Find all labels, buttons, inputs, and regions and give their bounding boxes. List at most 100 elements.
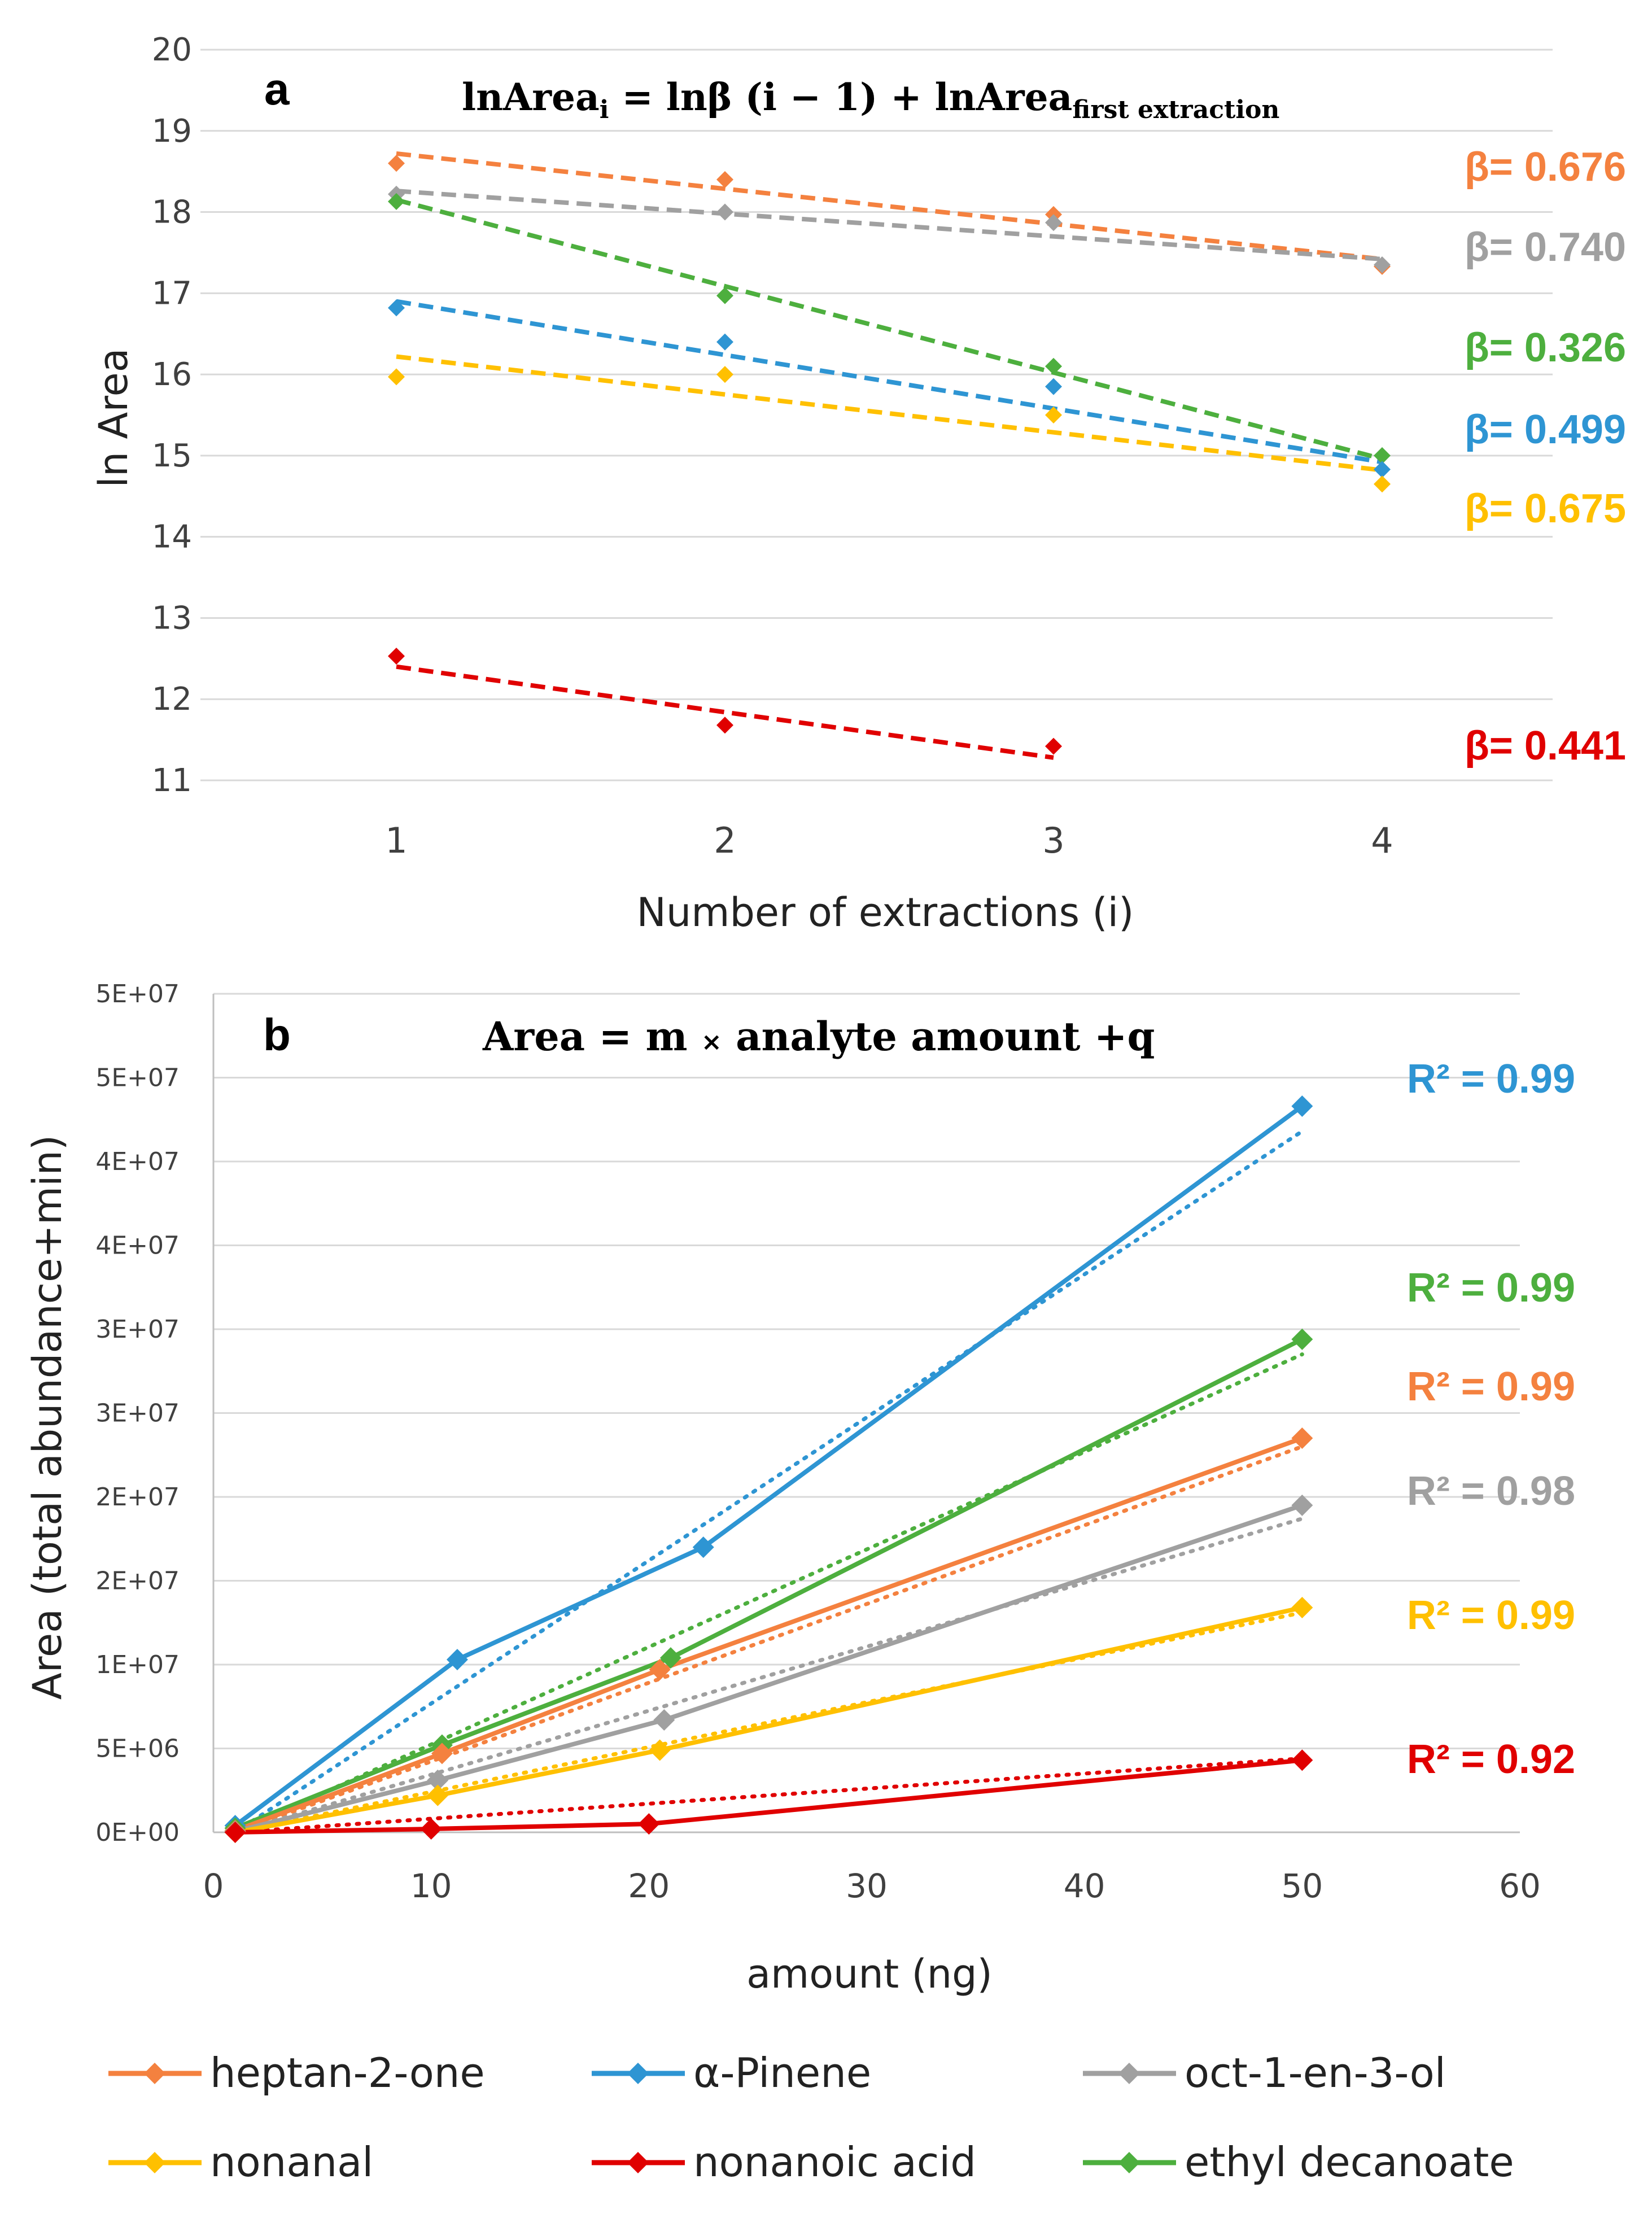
panel-b-data-point	[1291, 1597, 1313, 1619]
panel-b-r2-label: R² = 0.99	[1407, 1593, 1575, 1638]
panel-a-x-tick-label: 2	[714, 820, 736, 861]
panel-b-series-line	[234, 1104, 1304, 1828]
panel-a-x-axis-label: Number of extractions (i)	[637, 889, 1134, 936]
panel-a-data-point	[388, 155, 405, 172]
panel-b-data-point	[649, 1658, 671, 1680]
panel-b-x-tick-label: 20	[628, 1867, 670, 1905]
panel-b-x-tick-label: 0	[203, 1867, 224, 1905]
panel-a-x-tick-labels: 1 2 3 4	[385, 820, 1393, 861]
panel-a-beta-label: β= 0.676	[1465, 145, 1626, 190]
panel-b-data-point	[1291, 1494, 1313, 1516]
panel-b-y-tick-label: 4E+07	[95, 1232, 180, 1260]
panel-a-trendline	[396, 664, 1054, 760]
panel-b-r2-label: R² = 0.98	[1407, 1469, 1575, 1514]
panel-a-equation: lnAreai = lnβ (i − 1) + lnAreafirst extr…	[462, 75, 1279, 124]
panel-b-chart: 0E+00 5E+06 1E+07 2E+07 2E+07 3E+07 3E+07 4E+07…	[24, 980, 1575, 1997]
panel-b-y-tick-label: 1E+07	[95, 1650, 180, 1679]
panel-a-data-point	[716, 171, 733, 189]
panel-b-series-line	[234, 1605, 1303, 1835]
panel-b-data-point	[1291, 1427, 1313, 1449]
panel-b-x-tick-label: 10	[410, 1867, 452, 1905]
panel-b-y-axis-label: Area (total abundance+min)	[24, 1135, 71, 1700]
panel-a-beta-label: β= 0.675	[1465, 486, 1626, 531]
panel-b-y-tick-label: 5E+06	[95, 1735, 180, 1763]
legend-label: nonanoic acid	[693, 2138, 976, 2186]
legend-label: heptan-2-one	[210, 2049, 485, 2097]
panel-b-data-point	[1291, 1095, 1313, 1117]
panel-a-trendline	[396, 151, 1383, 261]
panel-b-data-point	[427, 1784, 449, 1806]
panel-a-data-point	[716, 203, 733, 221]
panel-b-trendlines	[233, 1129, 1304, 1835]
panel-b-series-line	[235, 1758, 1303, 1835]
panel-a-y-tick-label: 19	[152, 113, 192, 150]
panel-b-y-tick-label: 5E+07	[95, 980, 180, 1008]
panel-b-trendline	[233, 1610, 1304, 1835]
panel-b-y-tick-label: 3E+07	[95, 1315, 180, 1344]
panel-b-series-lines	[234, 1104, 1304, 1835]
panel-a-x-tick-label: 1	[385, 820, 407, 861]
panel-b-data-point	[653, 1709, 675, 1731]
panel-b-trendline	[233, 1129, 1304, 1835]
panel-a-y-tick-label: 12	[152, 681, 192, 718]
panel-b-r2-label: R² = 0.92	[1407, 1737, 1575, 1782]
panel-a-trendline	[396, 354, 1383, 473]
panel-a-beta-label: β= 0.441	[1465, 723, 1626, 768]
panel-b-x-tick-label: 60	[1499, 1867, 1541, 1905]
panel-b-data-point	[420, 1818, 442, 1840]
panel-a-data-point	[388, 648, 405, 665]
panel-b-data-point	[638, 1813, 660, 1835]
panel-a-x-tick-label: 3	[1042, 820, 1064, 861]
panel-b-r2-label: R² = 0.99	[1407, 1265, 1575, 1311]
panel-b-x-tick-label: 30	[846, 1867, 888, 1905]
legend-label: oct-1-en-3-ol	[1185, 2049, 1446, 2097]
panel-b-data-point	[446, 1649, 468, 1671]
panel-b-x-axis-label: amount (ng)	[746, 1951, 993, 1997]
panel-a-beta-annotations: β= 0.676 β= 0.740 β= 0.326 β= 0.499 β= 0.675…	[1465, 145, 1626, 768]
panel-b-y-tick-label: 5E+07	[95, 1064, 180, 1093]
panel-a-data-point	[716, 366, 733, 383]
panel-b-trendline	[233, 1352, 1304, 1835]
panel-b-data-points	[224, 1095, 1313, 1843]
legend-swatch-marker	[144, 2063, 165, 2084]
panel-b-data-point	[1291, 1328, 1313, 1350]
panel-a-y-tick-label: 11	[152, 762, 192, 799]
panel-a-data-point	[1374, 447, 1391, 464]
panel-b-trendline	[233, 1517, 1304, 1835]
panel-a-trendline	[396, 189, 1383, 261]
panel-a-y-tick-label: 16	[152, 356, 192, 393]
panel-b-y-tick-label: 2E+07	[95, 1567, 180, 1596]
panel-b-equation: Area = m × analyte amount +q	[482, 1013, 1155, 1060]
panel-b-data-point	[224, 1822, 246, 1843]
panel-a-beta-label: β= 0.740	[1465, 225, 1626, 270]
panel-b-r2-annotations: R² = 0.99 R² = 0.99 R² = 0.99 R² = 0.98 R² =…	[1407, 1056, 1575, 1782]
panel-a-y-tick-labels: 11 12 13 14 15 16 17 18 19 20	[152, 32, 192, 799]
panel-a-trendline	[395, 198, 1383, 461]
panel-b-y-tick-label: 3E+07	[95, 1399, 180, 1428]
panel-a-data-point	[716, 717, 733, 734]
panel-b-data-point	[427, 1769, 449, 1791]
panel-b-data-point	[431, 1743, 453, 1765]
legend-swatch-marker	[1118, 2152, 1140, 2173]
panel-a-data-point	[388, 193, 405, 210]
panel-a-y-tick-label: 20	[152, 32, 192, 68]
panel-b-y-tick-label: 2E+07	[95, 1483, 180, 1512]
panel-b-x-tick-labels: 0 10 20 30 40 50 60	[203, 1867, 1541, 1905]
panel-a-data-point	[1045, 407, 1062, 423]
legend: heptan-2-one α-Pinene oct-1-en-3-ol nonanal…	[108, 2049, 1514, 2186]
panel-a-y-tick-label: 15	[152, 438, 192, 474]
panel-a-trendline	[396, 299, 1383, 465]
panel-b-letter: b	[263, 1010, 291, 1060]
panel-b-trendline	[233, 1444, 1304, 1835]
panel-a-data-points	[388, 155, 1391, 755]
panel-a-y-tick-label: 17	[152, 275, 192, 312]
panel-a-data-point	[716, 333, 733, 351]
legend-swatch-marker	[627, 2152, 649, 2173]
panel-b-r2-label: R² = 0.99	[1407, 1056, 1575, 1102]
legend-swatch-marker	[1118, 2063, 1140, 2084]
panel-a-beta-label: β= 0.326	[1465, 325, 1626, 370]
panel-a-beta-label: β= 0.499	[1465, 407, 1626, 452]
panel-a-y-tick-label: 13	[152, 600, 192, 636]
panel-b-series-line	[234, 1503, 1303, 1834]
